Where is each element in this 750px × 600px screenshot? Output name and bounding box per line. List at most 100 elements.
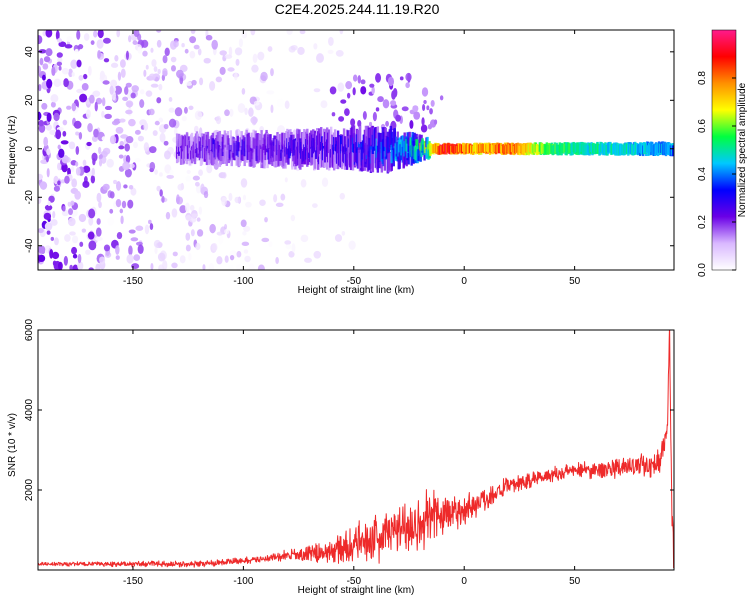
- heatmap-noise-cell: [76, 88, 84, 94]
- heatmap-noise-cell: [102, 80, 110, 85]
- spectrogram-noise-blobs: [38, 30, 444, 270]
- heatmap-noise-cell: [168, 107, 175, 113]
- heatmap-band-cell: [218, 130, 222, 146]
- heatmap-noise-cell: [46, 78, 53, 89]
- heatmap-noise-cell: [181, 43, 185, 48]
- heatmap-noise-cell: [57, 180, 61, 186]
- heatmap-noise-cell: [184, 48, 189, 54]
- heatmap-noise-cell: [163, 150, 171, 160]
- spectrogram-y-axis-label: Frequency (Hz): [7, 116, 18, 185]
- heatmap-band-cell: [371, 153, 375, 173]
- heatmap-noise-cell: [101, 136, 107, 141]
- heatmap-noise-cell: [93, 128, 99, 138]
- heatmap-noise-cell: [327, 49, 334, 54]
- heatmap-noise-cell: [109, 135, 117, 145]
- heatmap-noise-cell: [62, 130, 67, 137]
- heatmap-noise-cell: [224, 109, 230, 117]
- heatmap-noise-cell: [68, 208, 73, 216]
- heatmap-noise-cell: [51, 66, 56, 77]
- heatmap-noise-cell: [238, 38, 244, 48]
- heatmap-noise-cell: [137, 135, 145, 142]
- heatmap-noise-cell: [137, 244, 144, 255]
- heatmap-noise-cell: [43, 136, 49, 147]
- heatmap-noise-cell: [433, 119, 438, 125]
- heatmap-noise-cell: [362, 111, 367, 120]
- heatmap-noise-cell: [61, 155, 69, 164]
- heatmap-band-cell: [185, 133, 189, 147]
- heatmap-band-cell: [299, 153, 302, 170]
- heatmap-noise-cell: [95, 227, 102, 237]
- heatmap-noise-cell: [216, 231, 224, 236]
- heatmap-noise-cell: [96, 192, 102, 203]
- heatmap-noise-cell: [69, 231, 76, 236]
- heatmap-noise-cell: [144, 224, 150, 235]
- heatmap-noise-cell: [50, 219, 58, 226]
- heatmap-noise-cell: [371, 86, 375, 95]
- heatmap-noise-cell: [154, 246, 158, 255]
- spectrogram-x-axis-label: Height of straight line (km): [298, 285, 415, 296]
- colorbar-gradient: [711, 29, 737, 271]
- heatmap-noise-cell: [158, 83, 163, 91]
- heatmap-noise-cell: [75, 161, 79, 167]
- heatmap-noise-cell: [266, 90, 275, 95]
- heatmap-band-cell: [411, 132, 414, 146]
- heatmap-noise-cell: [71, 235, 79, 244]
- snr-frame: [37, 329, 675, 571]
- heatmap-noise-cell: [38, 228, 44, 234]
- heatmap-noise-cell: [157, 241, 163, 247]
- heatmap-band-cell: [352, 125, 356, 144]
- heatmap-band-cell: [295, 149, 298, 167]
- heatmap-noise-cell: [76, 30, 81, 40]
- heatmap-noise-cell: [401, 106, 409, 112]
- heatmap-noise-cell: [88, 208, 96, 219]
- heatmap-noise-cell: [143, 69, 147, 77]
- heatmap-noise-cell: [190, 229, 195, 237]
- heatmap-noise-cell: [131, 85, 139, 93]
- heatmap-noise-cell: [194, 181, 200, 187]
- heatmap-noise-cell: [174, 107, 183, 117]
- heatmap-noise-cell: [119, 118, 126, 123]
- heatmap-noise-cell: [125, 136, 134, 144]
- heatmap-noise-cell: [77, 44, 84, 50]
- heatmap-noise-cell: [300, 179, 307, 188]
- heatmap-noise-cell: [242, 194, 247, 201]
- heatmap-noise-cell: [74, 48, 79, 54]
- heatmap-noise-cell: [181, 116, 187, 122]
- heatmap-noise-cell: [198, 169, 203, 176]
- heatmap-noise-cell: [173, 127, 178, 135]
- heatmap-noise-cell: [99, 256, 104, 263]
- heatmap-noise-cell: [128, 229, 136, 234]
- spectrogram-panel: -150 -100 -50 0 50 -40 -20 0 20 40 Height of str…: [7, 29, 675, 296]
- heatmap-noise-cell: [43, 212, 52, 220]
- heatmap-noise-cell: [243, 249, 249, 254]
- heatmap-noise-cell: [133, 141, 138, 149]
- heatmap-noise-cell: [137, 46, 143, 54]
- heatmap-noise-cell: [228, 264, 234, 270]
- heatmap-noise-cell: [150, 47, 154, 53]
- heatmap-noise-cell: [439, 95, 444, 101]
- colorbar-tick-label: 0.2: [697, 215, 708, 229]
- heatmap-noise-cell: [39, 57, 44, 66]
- heatmap-noise-cell: [46, 112, 52, 123]
- heatmap-noise-cell: [420, 124, 428, 133]
- heatmap-band-cell: [206, 131, 210, 146]
- spectrogram-y-tick-label: 20: [24, 94, 35, 106]
- heatmap-noise-cell: [83, 33, 90, 41]
- colorbar: 0.0 0.2 0.4 0.6 0.8 Normalized spectral ampl…: [697, 29, 748, 277]
- heatmap-noise-cell: [115, 198, 122, 208]
- heatmap-noise-cell: [113, 179, 118, 185]
- heatmap-noise-cell: [60, 140, 69, 145]
- colorbar-tick-label: 0.6: [697, 119, 708, 133]
- heatmap-noise-cell: [75, 145, 80, 155]
- colorbar-ticks: 0.0 0.2 0.4 0.6 0.8: [697, 71, 736, 277]
- heatmap-noise-cell: [260, 71, 268, 82]
- heatmap-noise-cell: [202, 264, 206, 270]
- heatmap-noise-cell: [219, 50, 227, 56]
- heatmap-noise-cell: [149, 223, 154, 231]
- heatmap-noise-cell: [121, 200, 127, 209]
- heatmap-noise-cell: [173, 40, 179, 48]
- heatmap-noise-cell: [51, 251, 60, 260]
- heatmap-band-cell: [243, 151, 246, 167]
- heatmap-noise-cell: [157, 68, 161, 75]
